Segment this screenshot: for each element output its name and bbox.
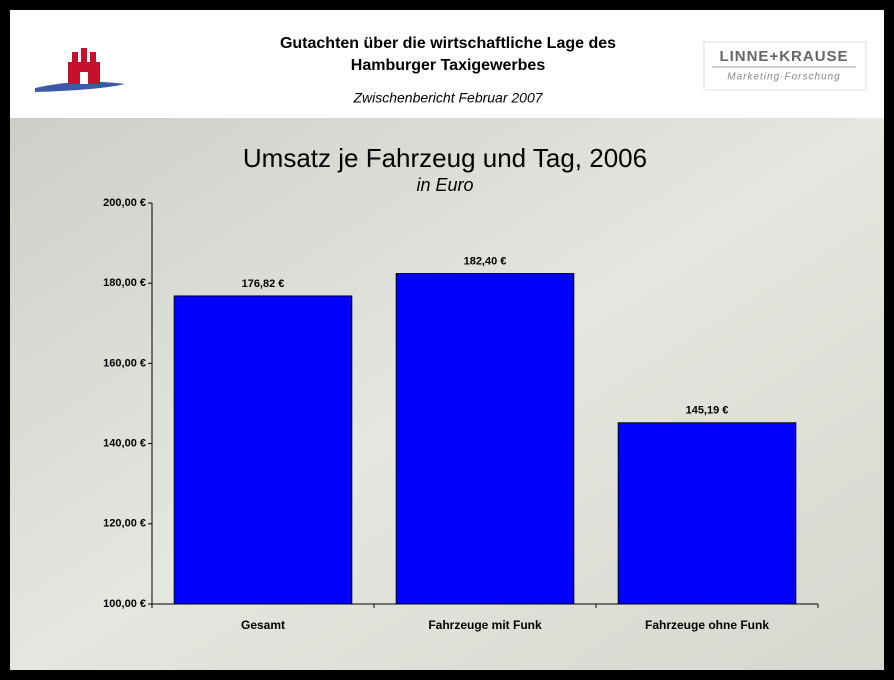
logo-tagline: Marketing·Forschung bbox=[727, 72, 840, 83]
y-tick-label: 120,00 € bbox=[103, 518, 146, 530]
y-tick-label: 140,00 € bbox=[103, 438, 146, 450]
value-label: 176,82 € bbox=[242, 278, 285, 290]
y-tick-label: 100,00 € bbox=[103, 598, 146, 610]
y-tick-label: 160,00 € bbox=[103, 357, 146, 369]
slide: Gutachten über die wirtschaftliche Lage … bbox=[0, 0, 894, 680]
value-label: 145,19 € bbox=[686, 405, 729, 417]
x-tick-label: Gesamt bbox=[241, 618, 285, 632]
header-title: Hamburger Taxigewerbes bbox=[351, 57, 546, 74]
bar bbox=[396, 274, 574, 604]
x-tick-label: Fahrzeuge mit Funk bbox=[428, 618, 542, 632]
logo-name: LINNE+KRAUSE bbox=[719, 48, 848, 65]
chart-subtitle: in Euro bbox=[416, 175, 473, 195]
page: Gutachten über die wirtschaftliche Lage … bbox=[0, 0, 894, 680]
value-label: 182,40 € bbox=[464, 255, 507, 267]
y-tick-label: 200,00 € bbox=[103, 197, 146, 209]
bar bbox=[174, 296, 352, 604]
y-tick-label: 180,00 € bbox=[103, 277, 146, 289]
chart-title: Umsatz je Fahrzeug und Tag, 2006 bbox=[243, 143, 647, 173]
bar bbox=[618, 423, 796, 604]
x-tick-label: Fahrzeuge ohne Funk bbox=[645, 618, 769, 632]
header-subtitle: Zwischenbericht Februar 2007 bbox=[352, 90, 543, 106]
company-logo: LINNE+KRAUSE Marketing·Forschung bbox=[704, 42, 866, 90]
header-title: Gutachten über die wirtschaftliche Lage … bbox=[280, 35, 616, 52]
